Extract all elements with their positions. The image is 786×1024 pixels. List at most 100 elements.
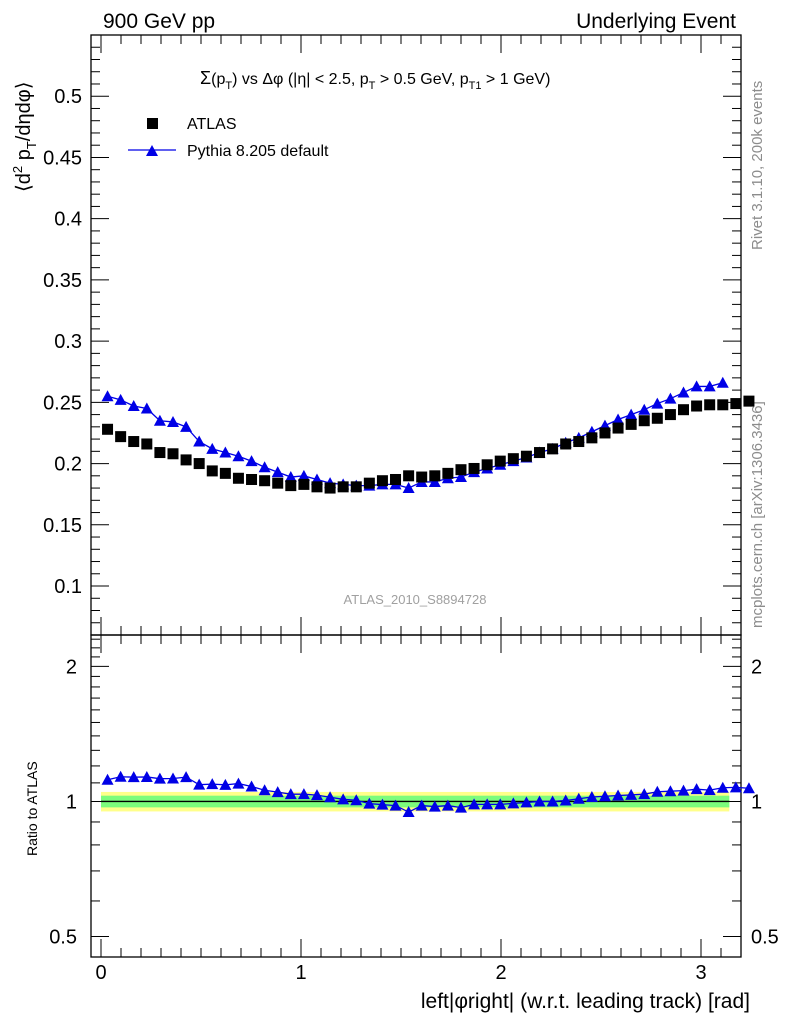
ratio-pythia-point <box>454 801 467 813</box>
ylabel-sup: 2 <box>10 166 25 173</box>
ratio-pythia-point <box>520 796 533 808</box>
ratio-pythia-point <box>716 781 729 793</box>
pythia-line <box>107 382 723 489</box>
main-y-tick-label: 0.5 <box>54 86 82 108</box>
ratio-panel-frame <box>90 634 742 958</box>
ratio-pythia-point <box>612 789 625 801</box>
main-atlas-series <box>102 395 755 494</box>
legend-atlas-marker <box>147 118 158 129</box>
ratio-pythia-point <box>742 782 755 794</box>
ratio-pythia-point <box>219 778 232 790</box>
atlas-point <box>272 477 284 489</box>
atlas-point <box>429 470 441 482</box>
atlas-point <box>416 471 428 483</box>
ratio-pythia-point <box>507 797 520 809</box>
atlas-point <box>298 478 310 490</box>
title-cut-pt1-sub: T1 <box>469 80 482 92</box>
pythia-point <box>612 413 625 425</box>
ratio-pythia-point <box>140 770 153 782</box>
ratio-pythia-point <box>206 778 219 790</box>
atlas-point <box>390 473 402 485</box>
pythia-point <box>127 400 140 412</box>
ratio-pythia-point <box>245 780 258 792</box>
pythia-point <box>428 475 441 487</box>
ratio-pythia-point <box>297 788 310 800</box>
pythia-point <box>703 380 716 392</box>
main-y-tick-label: 0.35 <box>43 270 82 292</box>
atlas-point <box>337 481 349 493</box>
ratio-pythia-point <box>428 800 441 812</box>
atlas-point <box>350 481 362 493</box>
pythia-point <box>402 482 415 494</box>
ratio-pythia-point <box>703 784 716 796</box>
ratio-pythia-point <box>337 793 350 805</box>
atlas-point <box>259 475 271 487</box>
analysis-watermark: ATLAS_2010_S8894728 <box>344 592 487 607</box>
pythia-point <box>664 392 677 404</box>
legend-pythia-label: Pythia 8.205 default <box>187 143 329 160</box>
atlas-point <box>102 423 114 435</box>
main-y-axis-label: ⟨d2 pT/dηdφ⟩ <box>10 81 39 192</box>
main-y-tick-label: 0.15 <box>43 515 82 537</box>
atlas-point <box>494 455 506 467</box>
atlas-point <box>246 473 258 485</box>
atlas-point <box>219 467 231 479</box>
atlas-point <box>468 462 480 474</box>
x-tick-label: 3 <box>695 962 706 984</box>
ratio-pythia-point <box>572 792 585 804</box>
ratio-y-tick-label-right: 1 <box>751 791 762 813</box>
pythia-point <box>651 397 664 409</box>
ratio-pythia-point <box>625 788 638 800</box>
title-cut-pt-sub: T <box>369 80 376 92</box>
ratio-pythia-point <box>664 785 677 797</box>
pythia-point <box>716 376 729 388</box>
ratio-pythia-point <box>232 777 245 789</box>
main-y-tick-label: 0.4 <box>54 209 82 231</box>
atlas-point <box>717 399 729 411</box>
atlas-point <box>455 464 467 476</box>
atlas-point <box>743 395 755 407</box>
ratio-pythia-point <box>729 781 742 793</box>
ratio-pythia-point <box>415 799 428 811</box>
legend-atlas-label: ATLAS <box>187 116 237 133</box>
ratio-y-axis-label: Ratio to ATLAS <box>24 761 40 856</box>
ratio-uncertainty-band <box>101 791 730 812</box>
atlas-point <box>651 412 663 424</box>
ylabel-sub: T <box>24 141 39 149</box>
ratio-pythia-point <box>167 772 179 784</box>
ratio-y-tick-label: 1 <box>66 791 77 813</box>
atlas-point <box>638 415 650 427</box>
atlas-point <box>678 404 689 416</box>
atlas-point <box>115 431 127 443</box>
pythia-point <box>638 403 651 415</box>
pythia-point <box>206 442 219 454</box>
ratio-pythia-point <box>101 773 114 785</box>
axis-ticks: 0.1 0.15 0.2 0.25 0.3 0.35 0.4 0.45 0.5 0 1 2 3 0.5 0.… <box>43 35 779 984</box>
atlas-point <box>167 448 179 460</box>
pythia-point <box>101 390 114 402</box>
pythia-point <box>193 435 206 447</box>
atlas-point <box>193 458 205 470</box>
ratio-pythia-point <box>114 770 127 782</box>
ratio-pythia-point <box>310 789 323 801</box>
pythia-point <box>180 420 193 432</box>
ratio-pythia-point <box>638 788 651 800</box>
title-cut-pt1: > 1 GeV) <box>481 71 550 88</box>
main-y-tick-label: 0.25 <box>43 392 82 414</box>
ratio-pythia-point <box>389 799 402 811</box>
ratio-pythia-point <box>350 794 363 806</box>
ylabel-open: ⟨d <box>13 173 35 192</box>
x-tick-label: 0 <box>95 962 106 984</box>
title-sigma: Σ <box>200 68 211 88</box>
legend-pythia-marker <box>146 145 158 156</box>
atlas-point <box>586 432 598 444</box>
ratio-pythia-point <box>598 790 611 802</box>
ratio-pythia-point <box>324 791 337 803</box>
pythia-point <box>114 393 127 405</box>
ratio-pythia-point <box>441 799 454 811</box>
atlas-point <box>442 467 454 479</box>
ratio-pythia-point <box>468 798 481 810</box>
ratio-pythia-point <box>585 791 598 803</box>
main-y-tick-label: 0.3 <box>54 331 82 353</box>
